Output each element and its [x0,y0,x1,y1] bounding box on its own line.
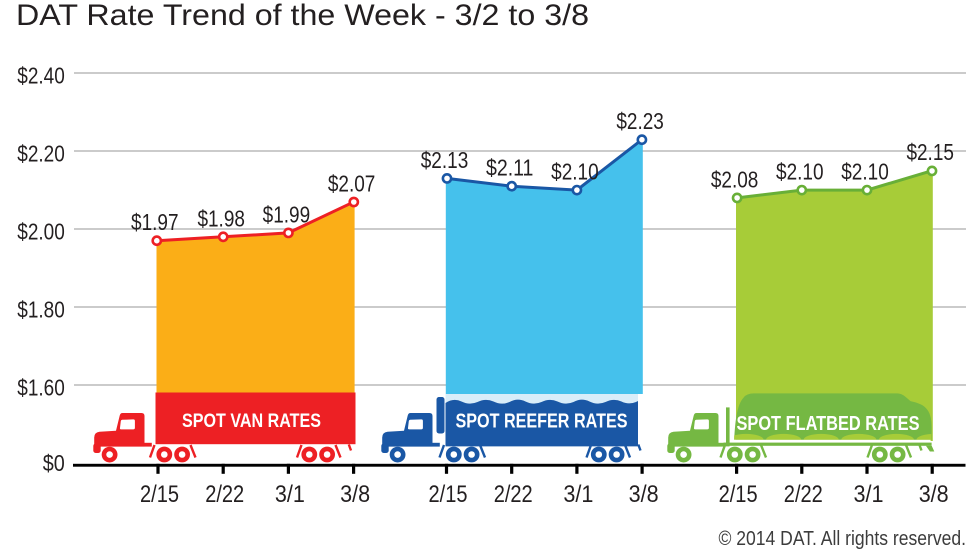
svg-text:SPOT FLATBED RATES: SPOT FLATBED RATES [737,413,920,435]
svg-text:$2.07: $2.07 [328,170,376,196]
svg-text:$2.15: $2.15 [906,139,954,165]
svg-text:2/22: 2/22 [784,481,823,508]
svg-text:$1.98: $1.98 [197,205,245,231]
svg-text:$2.40: $2.40 [17,62,65,88]
svg-text:DAT Rate Trend of the Week - 3: DAT Rate Trend of the Week - 3/2 to 3/8 [16,0,589,32]
svg-text:$1.97: $1.97 [131,209,179,235]
svg-text:3/8: 3/8 [629,481,659,508]
svg-text:2/22: 2/22 [205,481,244,508]
svg-text:$2.00: $2.00 [17,218,65,244]
svg-text:$2.08: $2.08 [711,166,759,192]
svg-text:$1.80: $1.80 [17,296,65,322]
svg-text:$2.23: $2.23 [616,108,664,134]
svg-text:$2.10: $2.10 [776,159,824,185]
svg-text:3/1: 3/1 [854,481,884,508]
svg-text:$1.60: $1.60 [17,374,65,400]
svg-text:$2.10: $2.10 [551,159,599,185]
svg-text:$2.11: $2.11 [486,155,534,181]
svg-text:$2.20: $2.20 [17,140,65,166]
svg-text:2/22: 2/22 [494,481,533,508]
svg-text:3/1: 3/1 [275,481,305,508]
svg-text:3/8: 3/8 [340,481,370,508]
svg-text:3/1: 3/1 [563,481,593,508]
svg-text:© 2014 DAT. All rights reserve: © 2014 DAT. All rights reserved. [719,528,967,550]
svg-text:2/15: 2/15 [140,481,179,508]
svg-text:$0: $0 [43,450,65,476]
svg-text:$2.10: $2.10 [841,159,889,185]
svg-text:3/8: 3/8 [919,481,949,508]
svg-text:$2.13: $2.13 [421,147,469,173]
svg-text:$1.99: $1.99 [263,201,311,227]
svg-text:2/15: 2/15 [719,481,758,508]
svg-text:2/15: 2/15 [429,481,468,508]
svg-text:SPOT VAN RATES: SPOT VAN RATES [182,411,321,432]
svg-text:SPOT REEFER RATES: SPOT REEFER RATES [456,410,628,432]
